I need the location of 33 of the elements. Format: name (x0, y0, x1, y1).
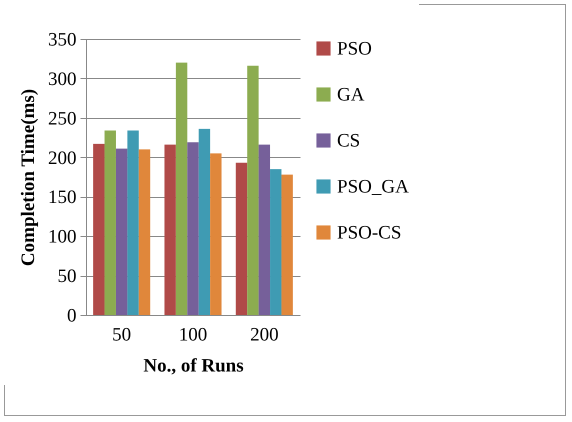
bar (104, 130, 116, 315)
y-tick-label: 50 (58, 266, 76, 288)
bar (116, 148, 128, 315)
bar (198, 128, 210, 315)
y-tick-label: 150 (48, 187, 76, 208)
y-tick-label: 100 (48, 226, 76, 248)
legend-label: CS (337, 130, 360, 152)
bar (93, 144, 105, 315)
x-tick-label: 100 (178, 324, 208, 346)
bar (164, 144, 176, 315)
bar (138, 149, 150, 315)
y-tick-label: 0 (67, 306, 76, 326)
bar (210, 153, 222, 315)
legend-label: PSO (337, 38, 372, 60)
bar (176, 62, 188, 315)
bar (187, 142, 199, 315)
y-tick-label: 250 (48, 108, 76, 130)
legend-label: PSO-CS (337, 222, 402, 244)
bar (236, 162, 248, 315)
bar (247, 66, 259, 315)
legend-label: GA (337, 84, 365, 106)
y-axis-title: Completion Time(ms) (18, 88, 39, 266)
y-tick-label: 200 (48, 148, 76, 169)
y-tick-label: 350 (48, 30, 76, 50)
x-axis-title: No., of Runs (143, 356, 244, 376)
x-tick-label: 50 (112, 324, 132, 346)
bar (258, 144, 270, 315)
x-tick-label: 200 (250, 324, 279, 346)
bar (270, 169, 282, 315)
bar (127, 130, 139, 315)
legend-label: PSO_GA (337, 176, 410, 198)
bar (281, 174, 293, 315)
y-tick-label: 300 (48, 68, 76, 90)
